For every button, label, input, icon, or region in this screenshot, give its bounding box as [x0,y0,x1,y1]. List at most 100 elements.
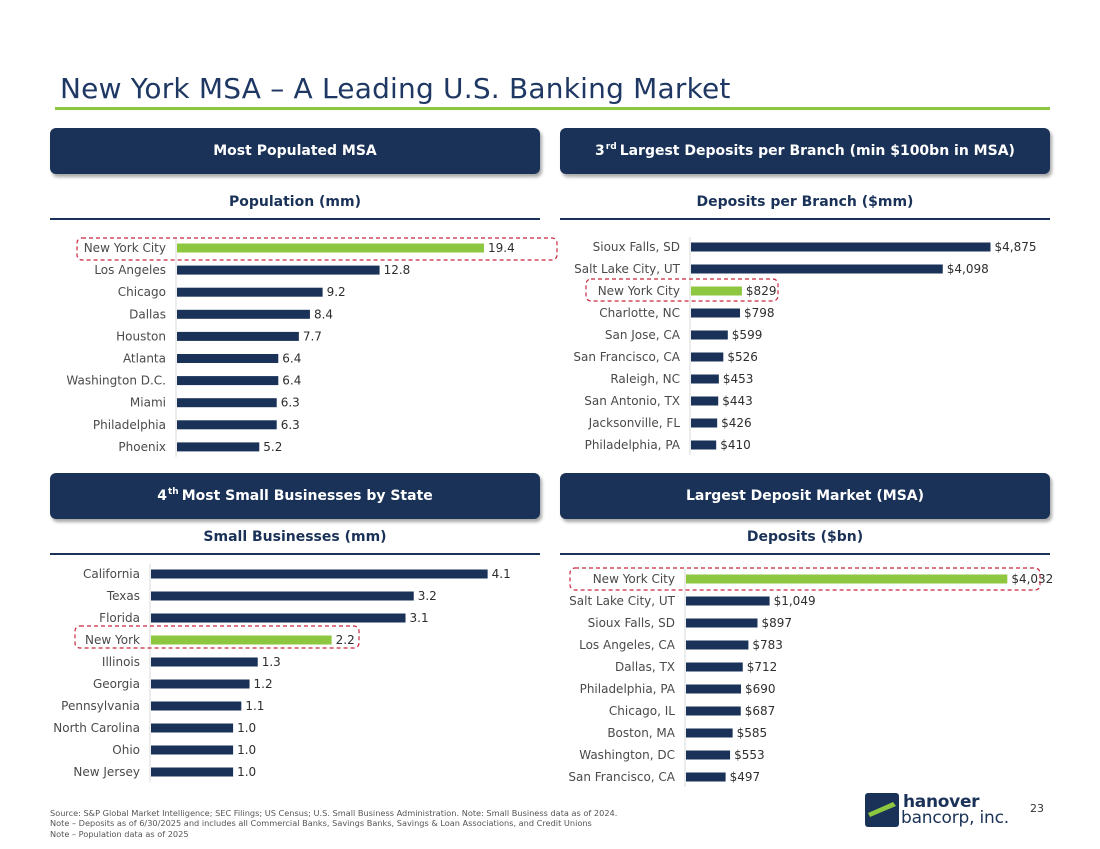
bar [177,354,279,363]
banner-deposits-per-branch-sup: rd [605,142,617,152]
category-label: San Jose, CA [605,328,681,342]
value-label: $410 [720,438,751,452]
bar-highlight [686,574,1008,584]
value-label: $798 [744,306,775,320]
bar [686,706,741,716]
highlight-box [74,625,360,649]
bar [686,750,731,760]
category-label: North Carolina [53,721,140,735]
value-label: $599 [732,328,763,342]
bar [151,657,258,667]
logo-word-hanover: hanover [903,792,980,812]
bar [151,767,234,777]
category-label: Florida [99,611,140,625]
category-label: San Francisco, CA [568,770,675,784]
value-label: $4,098 [947,262,989,276]
value-label: 6.4 [282,374,301,388]
chart-rule-small-business [50,553,540,555]
value-label: $687 [745,704,776,718]
bar-highlight [177,243,485,253]
value-label: 1.0 [237,765,256,779]
category-label: New York City [598,284,680,298]
bar [691,374,719,384]
value-label: $712 [747,660,778,674]
banner-deposits-per-branch-prefix: 3 [595,143,605,159]
deposits-per-branch-bar-chart: Sioux Falls, SD $4,875 Salt Lake City, UT $… [573,237,1036,455]
category-label: San Francisco, CA [573,350,680,364]
value-label: $4,032 [1011,572,1053,586]
category-label: Chicago [118,285,166,299]
bar [151,591,414,601]
bar-highlight [151,635,332,645]
category-label: Los Angeles [94,263,166,277]
bar [177,309,310,319]
value-label: $497 [730,770,761,784]
bar [686,728,733,738]
category-label: Houston [116,329,166,343]
value-label: 9.2 [327,285,346,299]
value-label: 7.7 [303,329,322,343]
value-label: 1.2 [254,677,273,691]
value-label: 2.2 [336,633,355,647]
value-label: 5.2 [263,440,282,454]
category-label: Illinois [102,655,140,669]
value-label: $526 [727,350,758,364]
population-bar-chart: New York City 19.4 Los Angeles 12.8 Chicago 9… [66,237,558,457]
banner-deposit-market: Largest Deposit Market (MSA) [560,473,1050,519]
bar [151,569,488,579]
bar [177,398,277,408]
category-label: Washington, DC [579,748,675,762]
chart-title-deposits-per-branch: Deposits per Branch ($mm) [696,194,914,210]
bar [691,440,717,450]
bar [691,330,728,340]
category-label: Ohio [112,743,140,757]
bar [177,287,323,297]
value-label: 6.3 [281,396,300,410]
category-label: Pennsylvania [61,699,140,713]
value-label: 3.1 [410,611,429,625]
highlight-box [76,237,558,261]
bar [691,264,943,274]
bar [151,723,234,733]
banner-deposits-per-branch-label: Largest Deposits per Branch (min $100bn … [619,143,1015,159]
value-label: 12.8 [384,263,411,277]
footnote-source: Source: S&P Global Market Intelligence; … [50,808,618,818]
footnote-deposits: Note – Deposits as of 6/30/2025 and incl… [50,818,592,829]
bar [691,242,991,252]
category-label: New York City [593,572,675,586]
bar [686,662,743,672]
value-label: $690 [745,682,776,696]
value-label: $453 [723,372,754,386]
value-label: $585 [737,726,768,740]
bar [691,418,718,428]
value-label: $1,049 [774,594,816,608]
category-label: New Jersey [73,765,140,779]
category-label: Jacksonville, FL [588,416,681,430]
banner-small-business-label: Most Small Businesses by State [181,488,433,504]
category-label: Boston, MA [607,726,675,740]
category-label: Salt Lake City, UT [574,262,681,276]
category-label: Sioux Falls, SD [588,616,675,630]
footnotes: Source: S&P Global Market Intelligence; … [50,808,750,839]
banner-population-label: Most Populated MSA [213,143,377,159]
value-label: 3.2 [418,589,437,603]
value-label: $829 [746,284,777,298]
bar [177,265,380,275]
bar [686,684,741,694]
bar [177,442,260,452]
value-label: 1.1 [245,699,264,713]
category-label: Washington D.C. [66,374,166,388]
category-label: Dallas [129,307,166,321]
value-label: $443 [722,394,753,408]
chart-title-population: Population (mm) [228,194,362,210]
banner-deposit-market-label: Largest Deposit Market (MSA) [685,488,925,504]
value-label: 6.4 [282,352,301,366]
page-number: 23 [1030,802,1044,815]
category-label: Atlanta [123,352,166,366]
value-label: 4.1 [492,567,511,581]
bar [151,701,242,711]
value-label: $4,875 [994,240,1036,254]
category-label: Sioux Falls, SD [593,240,680,254]
chart-title-deposits: Deposits ($bn) [746,529,864,545]
